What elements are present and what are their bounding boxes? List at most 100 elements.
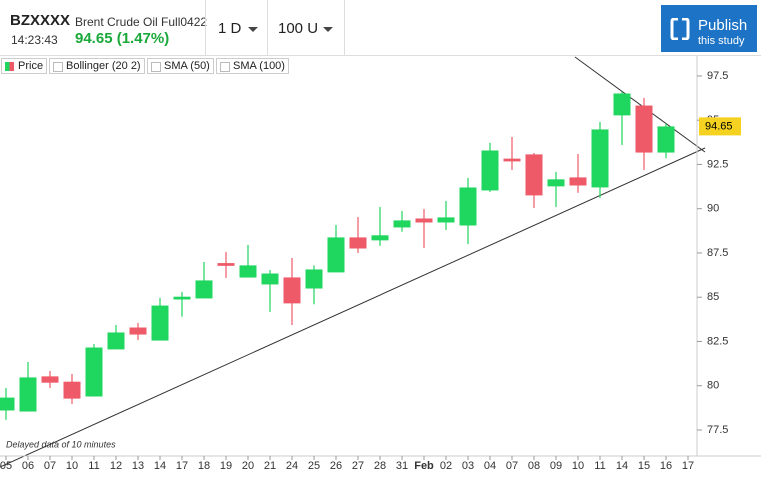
candle-body: [151, 305, 169, 341]
legend-item[interactable]: SMA (50): [147, 58, 214, 74]
x-tick-label: 14: [616, 460, 628, 472]
separator: [267, 0, 268, 56]
y-tick-label: 87.5: [707, 247, 728, 259]
candle-body: [525, 154, 543, 196]
x-tick-label: 08: [528, 460, 540, 472]
candle-body: [635, 105, 653, 153]
candle-body: [569, 177, 587, 186]
candle-body: [349, 237, 367, 249]
x-tick-label: 07: [44, 460, 56, 472]
legend-swatch: [151, 62, 161, 72]
note: Delayed data of 10 minutes: [6, 439, 116, 449]
publish-label: Publish: [698, 17, 748, 34]
candle-body: [129, 327, 147, 335]
x-tick-label: 11: [88, 460, 99, 472]
candle-body: [547, 179, 565, 187]
x-tick-label: 16: [660, 460, 672, 472]
legend-label: Price: [18, 60, 44, 72]
candle-body: [239, 265, 257, 278]
x-tick-label: 06: [22, 460, 34, 472]
last-price-label: 94.65: [705, 120, 733, 132]
legend-swatch: [53, 62, 63, 72]
legend-item[interactable]: Bollinger (20 2): [49, 58, 145, 74]
x-tick-label: 27: [352, 460, 364, 472]
last-price-tag: [699, 117, 741, 136]
x-tick-label: 18: [198, 460, 210, 472]
header: BZXXXX Brent Crude Oil Full0422 14:23:43…: [0, 0, 761, 56]
x-tick-label: 17: [176, 460, 188, 472]
x-tick-label: 26: [330, 460, 342, 472]
trend-line: [574, 56, 706, 153]
legend-item[interactable]: SMA (100): [216, 58, 289, 74]
x-tick-label: 10: [572, 460, 584, 472]
x-tick-label: 21: [264, 460, 276, 472]
candle-body: [657, 126, 675, 153]
candle-body: [415, 218, 433, 223]
candle-body: [63, 381, 81, 399]
publish-button[interactable]: Publish this study: [661, 5, 757, 52]
x-tick-label: 02: [440, 460, 452, 472]
x-tick-label: 07: [506, 460, 518, 472]
candle-body: [437, 217, 455, 223]
price-change: 94.65 (1.47%): [75, 30, 170, 47]
y-tick-label: 90: [707, 203, 719, 215]
candle-body: [195, 280, 213, 299]
x-tick-label: 20: [242, 460, 254, 472]
y-tick-label: 92.5: [707, 158, 728, 170]
x-tick-label: 15: [638, 460, 650, 472]
x-tick-label: 13: [132, 460, 144, 472]
candle-body: [481, 150, 499, 191]
x-tick-label: 28: [374, 460, 386, 472]
candle-body: [261, 273, 279, 285]
x-tick-label: Feb: [414, 460, 434, 472]
publish-sub: this study: [698, 35, 745, 47]
x-tick-label: 11: [594, 460, 605, 472]
x-tick-label: 14: [154, 460, 166, 472]
candle-body: [0, 397, 15, 411]
interval-dropdown[interactable]: 1 D: [218, 20, 242, 37]
candle-body: [591, 129, 609, 188]
x-tick-label: 24: [286, 460, 298, 472]
caret: [323, 27, 333, 32]
legend-label: Bollinger (20 2): [66, 60, 141, 72]
y-tick-label: 85: [707, 291, 719, 303]
candle-body: [19, 377, 37, 412]
x-tick-label: 04: [484, 460, 496, 472]
y-tick-label: 97.5: [707, 70, 728, 82]
y-tick-label: 82.5: [707, 335, 728, 347]
x-tick-label: 10: [66, 460, 78, 472]
candle-body: [327, 237, 345, 273]
x-tick-label: 17: [682, 460, 694, 472]
y-tick-label: 80: [707, 380, 719, 392]
x-tick-label: 25: [308, 460, 320, 472]
x-tick-label: 03: [462, 460, 474, 472]
candle-body: [173, 296, 191, 300]
legend-item[interactable]: Price: [1, 58, 48, 74]
caret: [248, 27, 258, 32]
legend-label: SMA (50): [164, 60, 210, 72]
x-tick-label: 19: [220, 460, 232, 472]
candle-body: [107, 332, 125, 350]
candle-body: [283, 277, 301, 304]
candle-body: [85, 347, 103, 397]
candle-body: [503, 158, 521, 162]
legend-swatch: [5, 62, 14, 71]
chart: Delayed data of 10 minutes 77.5 80 82.5 85 8…: [0, 56, 761, 472]
candle-body: [41, 376, 59, 383]
separator: [344, 0, 345, 56]
units-dropdown[interactable]: 100 U: [278, 20, 319, 37]
x-tick-label: 12: [110, 460, 122, 472]
x-tick-label: 05: [0, 460, 12, 472]
separator: [205, 0, 206, 56]
symbol: BZXXXX: [10, 12, 71, 29]
publish-icon: [670, 18, 690, 40]
candle-body: [305, 269, 323, 289]
candle-body: [217, 263, 235, 266]
x-tick-label: 09: [550, 460, 562, 472]
candle-body: [613, 93, 631, 116]
time: 14:23:43: [11, 33, 58, 47]
candle-body: [459, 187, 477, 226]
legend-swatch: [220, 62, 230, 72]
trend-line: [0, 147, 706, 468]
